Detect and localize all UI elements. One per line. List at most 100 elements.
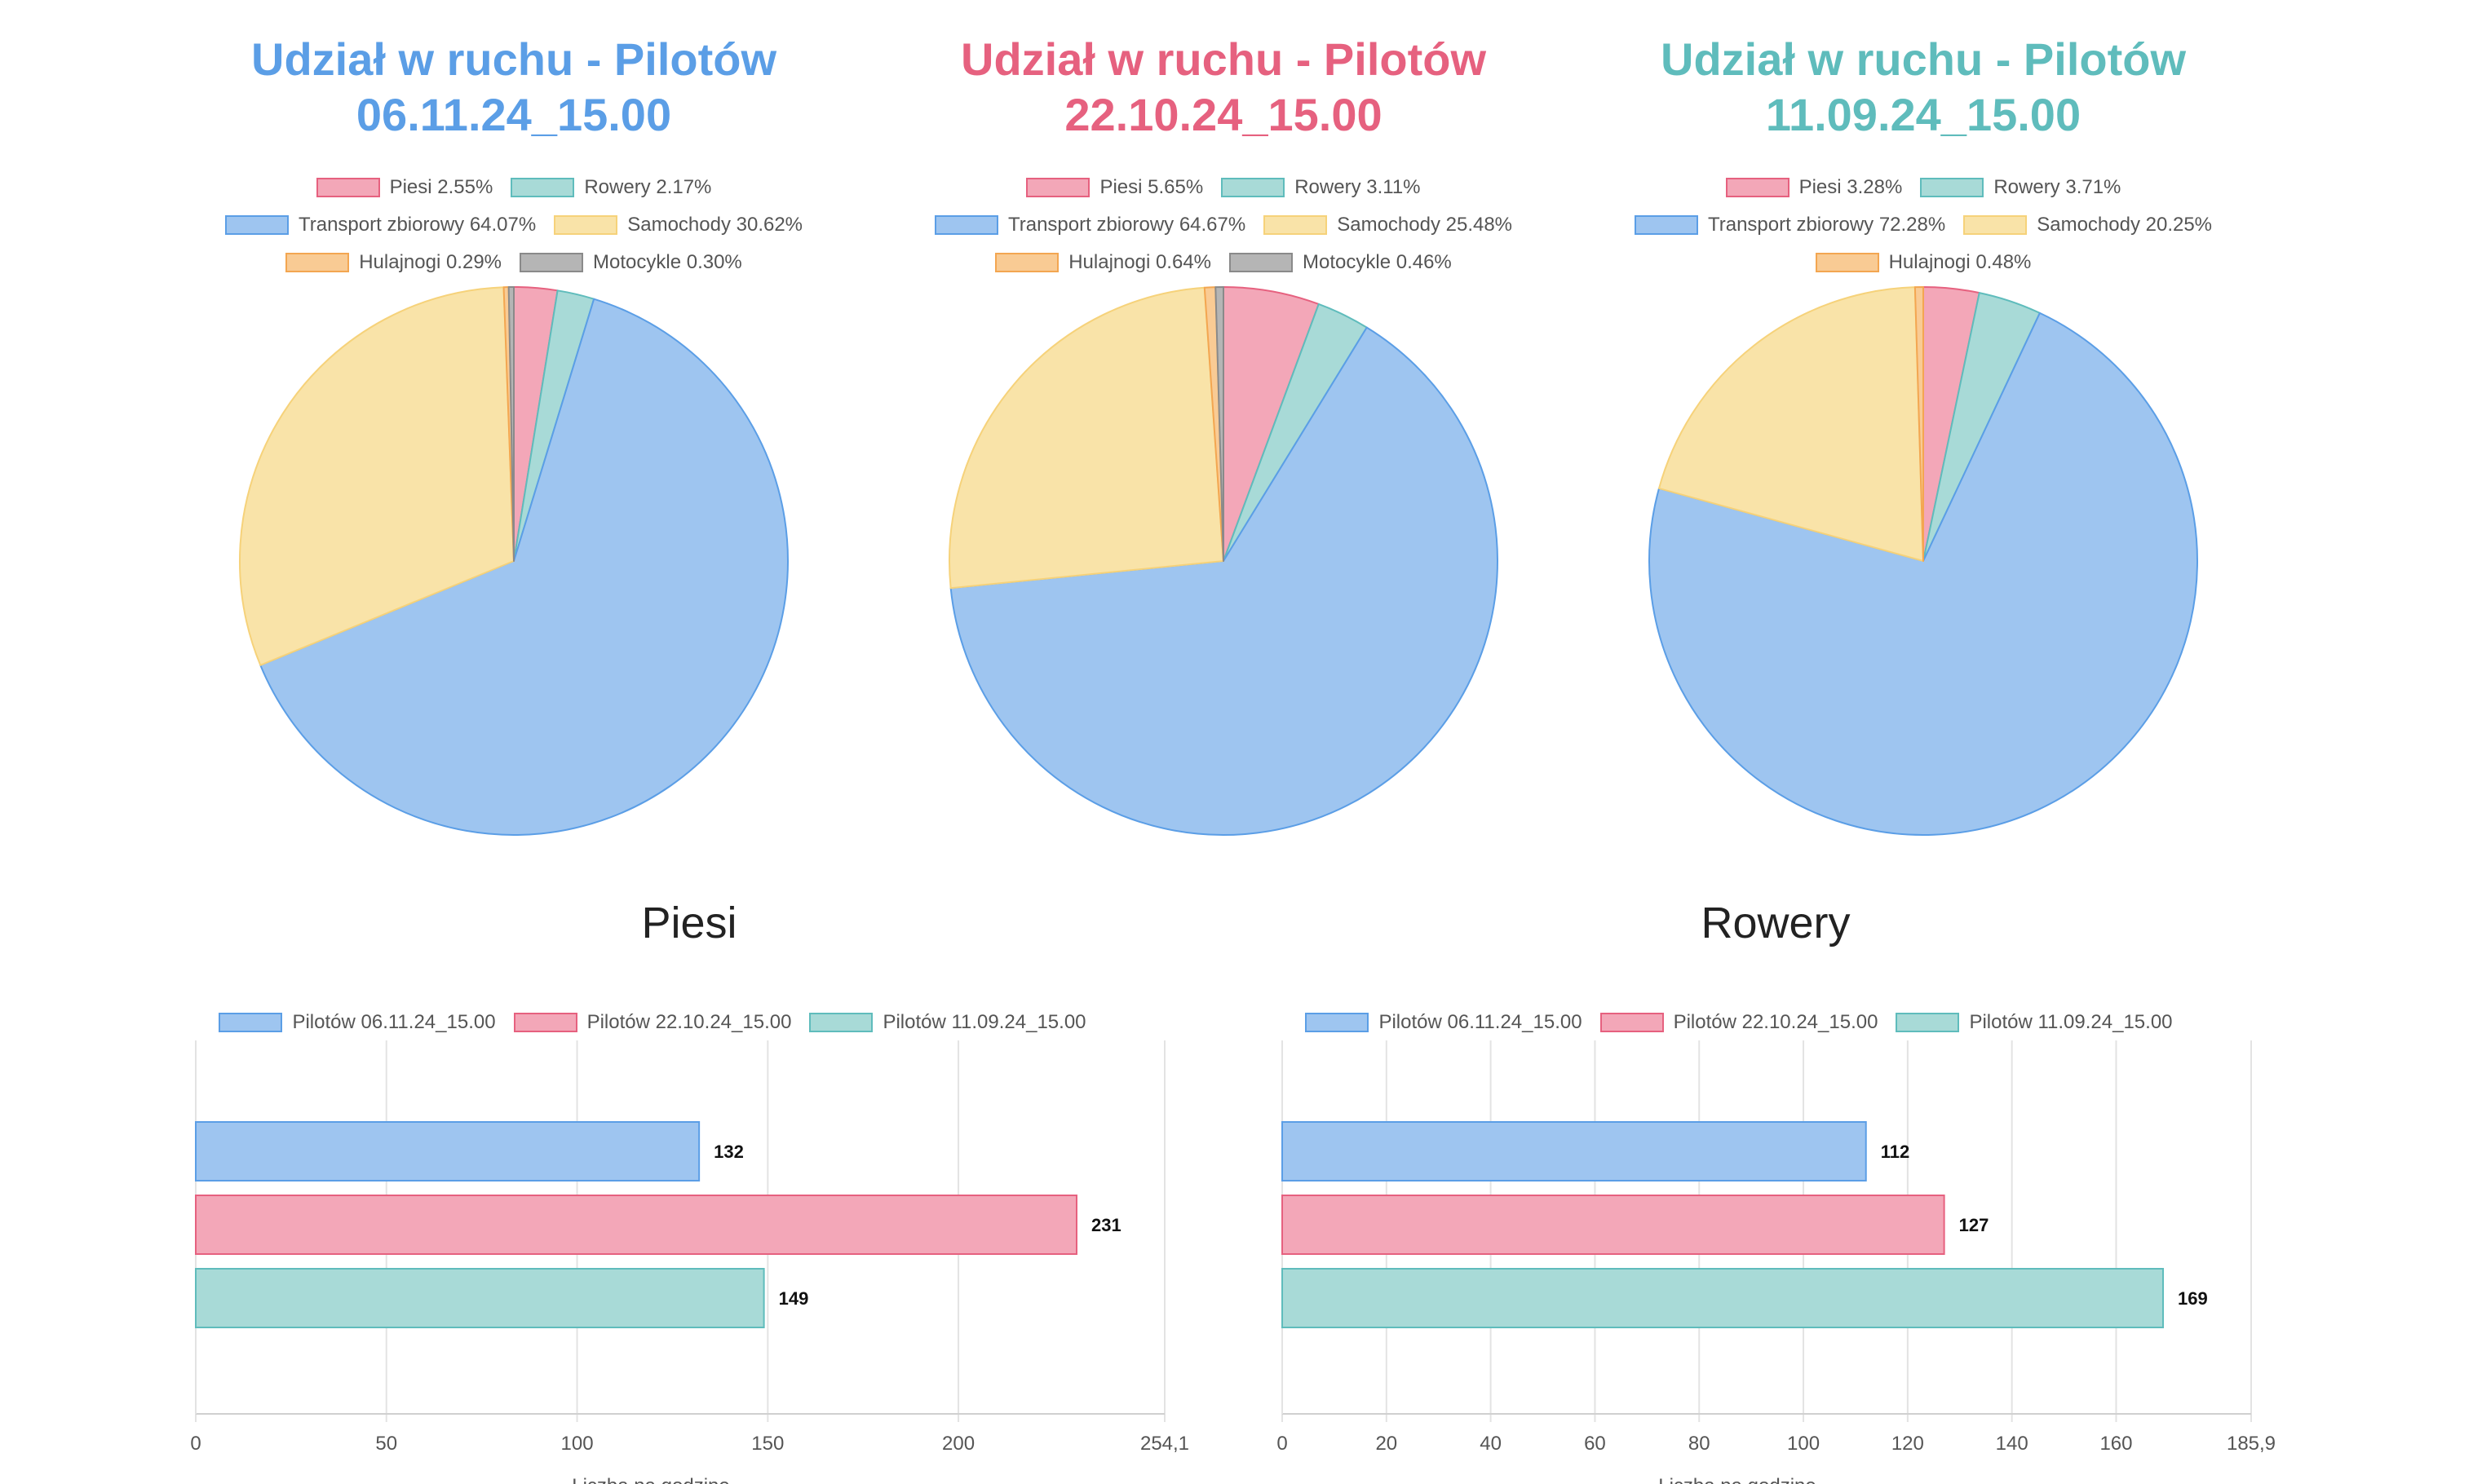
bar-plot: 0 50 100 150 200 254,1 132 231 149 Liczba na godz…	[190, 1040, 1189, 1484]
legend-swatch	[1896, 1013, 1960, 1032]
legend-swatch	[1725, 178, 1789, 197]
pie-slice-motocykle[interactable]	[507, 286, 515, 562]
pie-slice-transport-zbiorowy[interactable]	[259, 298, 789, 836]
legend-swatch	[1026, 178, 1091, 197]
legend-item-hulajnogi[interactable]: Hulajnogi 0.29%	[285, 251, 502, 274]
bar-chart-title: Piesi	[641, 899, 737, 947]
legend-label: Transport zbiorowy 64.67%	[1007, 214, 1246, 236]
pie-title-line1: Udział w ruchu - Pilotów	[251, 33, 776, 85]
legend-swatch	[1815, 253, 1879, 272]
legend-label: Hulajnogi 0.29%	[359, 251, 502, 273]
legend-item-transport-zbiorowy[interactable]: Transport zbiorowy 64.07%	[224, 214, 536, 236]
legend-label: Hulajnogi 0.48%	[1888, 251, 2032, 273]
bar-series-2[interactable]	[1281, 1195, 1945, 1255]
x-axis-title: Liczba na godzinę	[1658, 1475, 1816, 1484]
pie-slice-samochody[interactable]	[239, 286, 515, 666]
legend-swatch	[316, 178, 380, 197]
legend-item-motocykle[interactable]: Motocykle 0.30%	[520, 251, 742, 274]
legend-row: Hulajnogi 0.48%	[1515, 251, 2331, 274]
legend-swatch	[809, 1013, 874, 1032]
pie-title-line2: 06.11.24_15.00	[356, 89, 672, 140]
legend-item-piesi[interactable]: Piesi 5.65%	[1026, 176, 1203, 199]
pie-title-line1: Udział w ruchu - Pilotów	[961, 33, 1486, 85]
x-tick-label: 150	[751, 1433, 784, 1455]
pie-slice-motocykle[interactable]	[1214, 285, 1224, 562]
legend-swatch	[1963, 215, 2028, 235]
bar-chart-rowery: Rowery Pilotów 06.11.24_15.00 Pilotów 22.…	[1241, 881, 2310, 1484]
pie-slice-samochody[interactable]	[949, 286, 1224, 590]
legend-row: Piesi 3.28% Rowery 3.71%	[1515, 176, 2331, 199]
legend-row: Hulajnogi 0.64% Motocykle 0.46%	[816, 251, 1631, 274]
bar-value-label: 231	[1091, 1215, 1121, 1235]
legend-label: Rowery 2.17%	[584, 176, 712, 198]
legend-swatch	[224, 215, 289, 235]
pie-slice-samochody[interactable]	[1658, 286, 1924, 562]
legend-label: Transport zbiorowy 72.28%	[1707, 214, 1946, 236]
legend-swatch	[554, 215, 618, 235]
legend-label: Pilotów 22.10.24_15.00	[1673, 1011, 1878, 1033]
pie-chart-06-11: Udział w ruchu - Pilotów 06.11.24_15.00 …	[106, 0, 922, 848]
legend-item-piesi[interactable]: Piesi 2.55%	[316, 176, 493, 199]
legend-label: Pilotów 11.09.24_15.00	[883, 1011, 1086, 1033]
bar-value-label: 149	[779, 1288, 809, 1309]
legend-item-series-2[interactable]: Pilotów 22.10.24_15.00	[1599, 1011, 1878, 1034]
legend-label: Motocykle 0.46%	[1303, 251, 1452, 273]
bar-series-1[interactable]	[1281, 1121, 1867, 1181]
bar-value-label: 169	[2178, 1288, 2208, 1309]
bar-plot: 0 20 40 60 80 100 120 140 160 185,9 112 127 169 Liczb…	[1276, 1040, 2276, 1484]
x-tick-label: 200	[942, 1433, 975, 1455]
legend-item-transport-zbiorowy[interactable]: Transport zbiorowy 72.28%	[1634, 214, 1946, 236]
legend-row: Pilotów 06.11.24_15.00 Pilotów 22.10.24_1…	[155, 1011, 1150, 1034]
pie-slice-transport-zbiorowy[interactable]	[949, 326, 1498, 836]
legend-item-series-3[interactable]: Pilotów 11.09.24_15.00	[809, 1011, 1086, 1034]
legend-item-series-2[interactable]: Pilotów 22.10.24_15.00	[513, 1011, 792, 1034]
legend-label: Pilotów 11.09.24_15.00	[1969, 1011, 2173, 1033]
legend-swatch	[219, 1013, 283, 1032]
pie-slice-hulajnogi[interactable]	[1913, 286, 1924, 562]
legend-row: Pilotów 06.11.24_15.00 Pilotów 22.10.24_1…	[1241, 1011, 2236, 1034]
legend-item-rowery[interactable]: Rowery 3.11%	[1221, 176, 1421, 199]
legend-item-rowery[interactable]: Rowery 3.71%	[1920, 176, 2121, 199]
legend-label: Piesi 3.28%	[1798, 176, 1903, 198]
legend-row: Piesi 5.65% Rowery 3.11%	[816, 176, 1631, 199]
legend-item-piesi[interactable]: Piesi 3.28%	[1725, 176, 1903, 199]
pie-plot	[949, 285, 1498, 836]
legend-item-samochody[interactable]: Samochody 25.48%	[1263, 214, 1512, 236]
pie-chart-22-10: Udział w ruchu - Pilotów 22.10.24_15.00 …	[816, 0, 1631, 848]
legend-swatch	[285, 253, 350, 272]
legend-item-hulajnogi[interactable]: Hulajnogi 0.64%	[995, 251, 1211, 274]
legend-swatch	[1221, 178, 1285, 197]
bar-chart-piesi: Piesi Pilotów 06.11.24_15.00 Pilotów 22.1…	[155, 881, 1223, 1484]
legend-item-series-1[interactable]: Pilotów 06.11.24_15.00	[219, 1011, 496, 1034]
legend-label: Hulajnogi 0.64%	[1068, 251, 1212, 273]
legend-item-transport-zbiorowy[interactable]: Transport zbiorowy 64.67%	[934, 214, 1246, 236]
legend-item-samochody[interactable]: Samochody 30.62%	[554, 214, 803, 236]
x-tick-label: 40	[1480, 1433, 1502, 1455]
bar-series-3[interactable]	[195, 1268, 765, 1328]
legend-swatch	[513, 1013, 577, 1032]
bar-series-2[interactable]	[195, 1195, 1077, 1255]
pie-title-line1: Udział w ruchu - Pilotów	[1661, 33, 2186, 85]
legend-label: Piesi 2.55%	[389, 176, 493, 198]
legend-item-motocykle[interactable]: Motocykle 0.46%	[1229, 251, 1452, 274]
legend-label: Samochody 30.62%	[627, 214, 803, 236]
legend-swatch	[520, 253, 584, 272]
legend-item-series-1[interactable]: Pilotów 06.11.24_15.00	[1305, 1011, 1582, 1034]
legend-item-rowery[interactable]: Rowery 2.17%	[511, 176, 711, 199]
bar-value-label: 112	[1881, 1142, 1910, 1162]
legend-label: Pilotów 22.10.24_15.00	[586, 1011, 792, 1033]
legend-row: Transport zbiorowy 64.07% Samochody 30.62…	[106, 214, 922, 236]
legend-label: Rowery 3.71%	[1993, 176, 2121, 198]
x-tick-label: 160	[2099, 1433, 2132, 1455]
bar-value-label: 132	[714, 1142, 744, 1162]
bar-series-3[interactable]	[1281, 1268, 2164, 1328]
bar-series-1[interactable]	[195, 1121, 701, 1181]
legend-item-series-3[interactable]: Pilotów 11.09.24_15.00	[1896, 1011, 2173, 1034]
legend-item-hulajnogi[interactable]: Hulajnogi 0.48%	[1815, 251, 2032, 274]
pie-slice-transport-zbiorowy[interactable]	[1648, 311, 2198, 836]
legend-swatch	[1263, 215, 1328, 235]
x-tick-label: 140	[1996, 1433, 2028, 1455]
pie-title-line2: 11.09.24_15.00	[1765, 89, 2081, 140]
legend-item-samochody[interactable]: Samochody 20.25%	[1963, 214, 2212, 236]
x-tick-label: 80	[1688, 1433, 1710, 1455]
